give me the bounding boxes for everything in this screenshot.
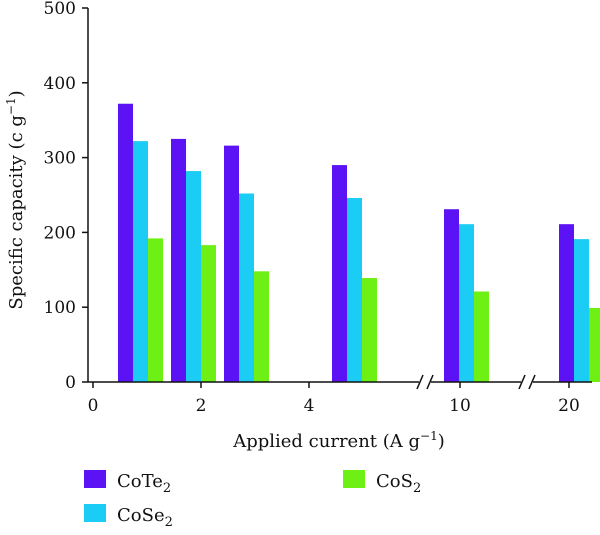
- legend-item-cos: CoS2: [343, 470, 421, 496]
- bar-cos-5: [362, 278, 377, 382]
- bar-cose-1: [186, 171, 201, 382]
- axes-group: 0 100 200 300 400 500 0 2 4 10 20: [44, 0, 592, 416]
- legend-swatch: [343, 470, 365, 488]
- bar-cos-2: [254, 271, 269, 382]
- legend: CoTe2 CoSe2 CoS2: [84, 470, 421, 530]
- y-tick-label: 100: [44, 298, 76, 318]
- y-tick-label: 500: [44, 0, 76, 19]
- x-tick-label: 0: [88, 396, 99, 416]
- bar-cose-10: [459, 224, 474, 382]
- x-tick-label: 4: [304, 396, 315, 416]
- x-tick-label: 20: [558, 396, 580, 416]
- bar-cote-20: [559, 224, 574, 382]
- svg-text:Specific capacity (c g−1): Specific capacity (c g−1): [4, 90, 27, 309]
- x-axis-title: Applied current (A g−1): [232, 429, 445, 452]
- bar-cote-2: [224, 145, 239, 382]
- bar-cote-1: [171, 138, 186, 382]
- bar-cose-0.5: [133, 141, 148, 382]
- bar-cote-5: [332, 165, 347, 382]
- bar-cos-20: [589, 307, 600, 382]
- y-tick-label: 0: [65, 373, 76, 393]
- bar-cos-0.5: [148, 238, 163, 382]
- bar-cos-1: [201, 245, 216, 382]
- axis-break-mark: [416, 374, 434, 390]
- bar-cote-10: [444, 209, 459, 382]
- legend-swatch: [84, 470, 106, 488]
- axis-break-mark: [518, 374, 536, 390]
- legend-item-cote: CoTe2: [84, 470, 171, 496]
- bar-cose-5: [347, 197, 362, 382]
- y-axis-title: Specific capacity (c g−1): [4, 90, 27, 309]
- legend-label: CoSe2: [117, 505, 173, 530]
- bar-cose-2: [239, 193, 254, 382]
- bar-cose-20: [574, 239, 589, 382]
- legend-label: CoTe2: [117, 471, 171, 496]
- bar-cote-0.5: [118, 103, 133, 382]
- legend-item-cose: CoSe2: [84, 504, 173, 530]
- y-tick-label: 300: [44, 149, 76, 169]
- bars-group: [118, 103, 600, 382]
- legend-label: CoS2: [376, 471, 421, 496]
- y-tick-label: 200: [44, 223, 76, 243]
- bar-cos-10: [474, 291, 489, 382]
- y-tick-label: 400: [44, 74, 76, 94]
- x-tick-label: 2: [196, 396, 207, 416]
- x-tick-label: 10: [449, 396, 471, 416]
- legend-swatch: [84, 504, 106, 522]
